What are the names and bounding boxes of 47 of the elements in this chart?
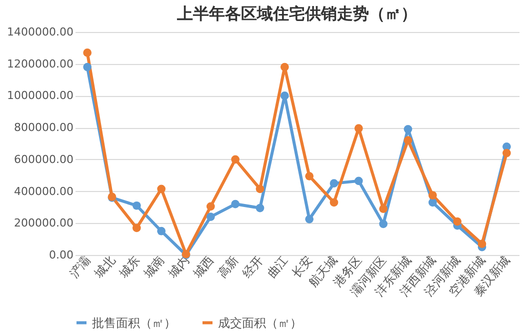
x-tick-label: 高新 xyxy=(215,253,242,280)
x-tick-label: 经开 xyxy=(240,253,266,280)
x-tick-label: 城南 xyxy=(140,253,168,282)
point xyxy=(354,124,363,133)
point xyxy=(305,214,314,224)
point xyxy=(280,92,289,100)
point xyxy=(428,191,437,200)
point xyxy=(231,200,240,208)
y-tick-label: 1200000.00 xyxy=(7,57,74,70)
x-tick-label: 城东 xyxy=(116,253,143,282)
point xyxy=(157,184,166,194)
x-tick-label: 城北 xyxy=(91,253,118,282)
y-tick-label: 0.00 xyxy=(49,248,74,262)
point xyxy=(231,155,240,164)
point xyxy=(157,226,166,236)
x-tick-label: 曲江 xyxy=(264,253,291,280)
y-tick-label: 200000.00 xyxy=(14,216,74,230)
point xyxy=(404,136,412,144)
point xyxy=(256,204,264,212)
point xyxy=(206,202,215,211)
legend-label: 批售面积（㎡） xyxy=(92,316,176,330)
point xyxy=(404,124,412,134)
point xyxy=(502,148,511,158)
point xyxy=(379,204,388,213)
legend-label: 成交面积（㎡） xyxy=(218,316,302,330)
point xyxy=(453,217,462,226)
y-tick-label: 600000.00 xyxy=(14,152,74,166)
y-tick-label: 1400000.00 xyxy=(7,26,74,38)
point xyxy=(354,176,363,186)
y-tick-label: 800000.00 xyxy=(14,121,74,134)
point xyxy=(83,48,92,57)
point xyxy=(280,62,289,72)
point xyxy=(256,184,264,194)
x-tick-label: 城西 xyxy=(190,253,217,282)
chart-title: 上半年各区域住宅供销走势（㎡） xyxy=(176,4,417,23)
point xyxy=(83,62,92,72)
y-tick-label: 1000000.00 xyxy=(7,89,74,102)
point xyxy=(330,198,338,207)
point xyxy=(379,220,388,228)
y-tick-label: 400000.00 xyxy=(14,184,74,198)
point xyxy=(206,212,215,221)
point xyxy=(478,240,486,248)
point xyxy=(305,172,314,180)
point xyxy=(132,224,141,232)
point xyxy=(132,201,141,210)
point xyxy=(330,179,338,188)
point xyxy=(428,198,437,207)
